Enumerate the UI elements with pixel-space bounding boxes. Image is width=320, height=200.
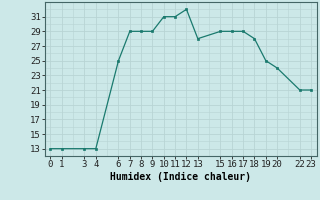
X-axis label: Humidex (Indice chaleur): Humidex (Indice chaleur) bbox=[110, 172, 251, 182]
